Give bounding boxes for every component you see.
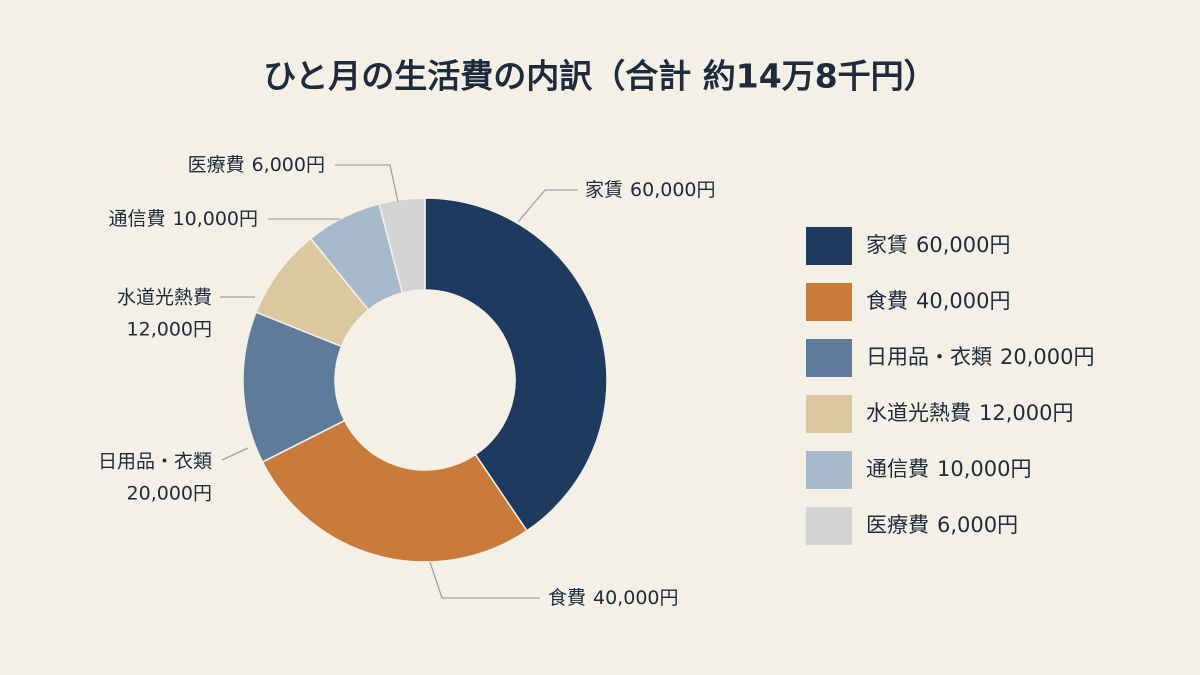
legend-name: 通信費 <box>866 457 929 481</box>
leader-line <box>517 189 578 223</box>
slice-value-label: 6,000円 <box>252 154 325 176</box>
donut-slice <box>378 197 426 294</box>
legend-value: 40,000円 <box>916 289 1010 313</box>
legend-label: 食費 40,000円 <box>866 289 1010 313</box>
slice-label: 日用品・衣類 <box>98 451 212 473</box>
legend-swatch <box>806 227 852 265</box>
legend-value: 10,000円 <box>937 457 1031 481</box>
legend-label: 家賃 60,000円 <box>866 233 1010 257</box>
legend-value: 60,000円 <box>916 233 1010 257</box>
legend-swatch <box>806 451 852 489</box>
slice-label: 家賃 60,000円 <box>585 179 716 201</box>
legend-value: 20,000円 <box>1000 345 1094 369</box>
legend-label: 日用品・衣類 20,000円 <box>866 345 1094 369</box>
slice-value-label: 10,000円 <box>173 208 258 230</box>
legend-name: 水道光熱費 <box>866 401 971 425</box>
slice-label: 医療費 6,000円 <box>188 154 325 176</box>
slice-label: 水道光熱費 <box>117 287 212 309</box>
slice-label: 通信費 10,000円 <box>109 208 259 230</box>
legend-name: 医療費 <box>866 513 929 537</box>
legend-swatch <box>806 395 852 433</box>
slice-value-label: 60,000円 <box>630 179 715 201</box>
legend-name: 食費 <box>866 289 908 313</box>
legend-label: 通信費 10,000円 <box>866 457 1031 481</box>
legend-name: 日用品・衣類 <box>866 345 992 369</box>
slice-label: 食費 40,000円 <box>548 587 679 609</box>
slice-name: 家賃 <box>585 179 623 201</box>
legend-swatch <box>806 339 852 377</box>
leader-line <box>429 561 540 599</box>
legend-swatch <box>806 507 852 545</box>
slice-value-label: 40,000円 <box>593 587 678 609</box>
legend-value: 6,000円 <box>937 513 1018 537</box>
slice-name: 食費 <box>548 587 586 609</box>
donut-slice <box>261 419 528 563</box>
chart-title: ひと月の生活費の内訳（合計 約14万8千円） <box>263 57 936 96</box>
legend-value: 12,000円 <box>979 401 1073 425</box>
legend-label: 医療費 6,000円 <box>866 513 1018 537</box>
legend-label: 水道光熱費 12,000円 <box>866 401 1073 425</box>
leader-line <box>221 447 249 461</box>
slice-name: 通信費 <box>109 208 166 230</box>
slice-value-label: 12,000円 <box>127 319 212 341</box>
slice-name: 医療費 <box>188 154 245 176</box>
slice-value-label: 20,000円 <box>127 483 212 505</box>
legend-swatch <box>806 283 852 321</box>
legend-name: 家賃 <box>866 233 908 257</box>
leader-line <box>335 164 399 203</box>
donut-slice <box>424 197 608 532</box>
